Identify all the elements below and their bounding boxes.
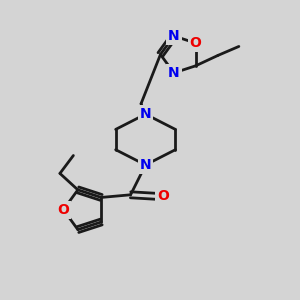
Text: O: O [190, 36, 202, 50]
Text: N: N [140, 107, 151, 121]
Text: N: N [140, 158, 151, 172]
Text: N: N [168, 66, 180, 80]
Text: O: O [58, 203, 69, 217]
Text: O: O [158, 189, 169, 203]
Text: N: N [168, 29, 180, 43]
